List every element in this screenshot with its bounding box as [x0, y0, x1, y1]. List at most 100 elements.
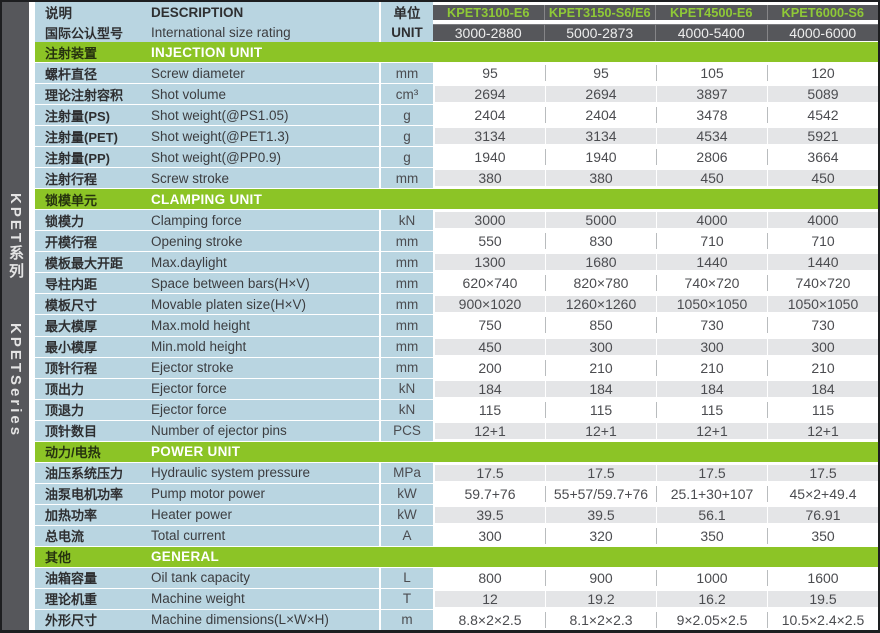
- row-label-en: Total current: [147, 525, 379, 546]
- unit-header-cn: 单位: [379, 2, 433, 23]
- model-name-cell: KPET3100-E6: [433, 4, 544, 20]
- spec-value-cell: 300: [767, 338, 878, 355]
- section-title-en: CLAMPING UNIT: [147, 189, 379, 210]
- size-rating-row: 国际公认型号 International size rating UNIT 30…: [35, 22, 878, 43]
- spec-value-cell: 210: [767, 359, 878, 376]
- row-label-en: Oil tank capacity: [147, 567, 379, 588]
- spec-value-cell: 39.5: [545, 506, 656, 523]
- spec-value-cell: 8.8×2×2.5: [433, 611, 545, 628]
- spec-row: 理论机重 Machine weight T 12 19.2 16.2 19.5: [35, 587, 878, 609]
- spec-row: 油泵电机功率 Pump motor power kW 59.7+76 55+57/59.…: [35, 482, 878, 504]
- spec-row: 油箱容量 Oil tank capacity L 800 900 1000 1600: [35, 566, 878, 588]
- row-values: 900×1020 1260×1260 1050×1050 1050×1050: [433, 294, 878, 314]
- spec-row: 顶针行程 Ejector stroke mm 200 210 210 210: [35, 356, 878, 378]
- row-values: 17.5 17.5 17.5 17.5: [433, 463, 878, 483]
- spec-row: 顶出力 Ejector force kN 184 184 184 184: [35, 377, 878, 399]
- section-header-row: 锁模单元 CLAMPING UNIT: [35, 188, 878, 210]
- spec-value-cell: 115: [433, 401, 545, 418]
- row-label-en: Ejector force: [147, 399, 379, 420]
- section-header-row: 动力/电热 POWER UNIT: [35, 440, 878, 462]
- row-label-en: Shot weight(@PP0.9): [147, 147, 379, 168]
- row-unit: kN: [379, 210, 433, 231]
- spec-row: 油压系统压力 Hydraulic system pressure MPa 17.5 17…: [35, 461, 878, 483]
- spec-value-cell: 2694: [433, 86, 545, 103]
- rating-value-cell: 4000-6000: [766, 23, 878, 41]
- rating-label-en: International size rating: [147, 22, 379, 43]
- spec-value-cell: 1600: [767, 569, 878, 586]
- spec-value-cell: 3134: [433, 128, 545, 145]
- row-label-cn: 油箱容量: [35, 567, 147, 588]
- spec-value-cell: 1050×1050: [656, 296, 767, 313]
- spec-value-cell: 740×720: [656, 275, 767, 292]
- row-label-cn: 理论机重: [35, 588, 147, 609]
- rating-value-cell: 4000-5400: [655, 23, 767, 41]
- spec-value-cell: 95: [545, 65, 656, 82]
- row-unit: T: [379, 588, 433, 609]
- row-unit: mm: [379, 168, 433, 189]
- row-unit: mm: [379, 231, 433, 252]
- section-filler-values: [433, 189, 878, 210]
- row-unit: MPa: [379, 462, 433, 483]
- spec-value-cell: 12+1: [656, 422, 767, 439]
- row-unit: kW: [379, 504, 433, 525]
- series-sidebar: KPET系列 KPETSeries: [2, 2, 29, 630]
- row-label-cn: 模板最大开距: [35, 252, 147, 273]
- spec-value-cell: 740×720: [767, 275, 878, 292]
- spec-value-cell: 350: [656, 527, 767, 544]
- spec-value-cell: 16.2: [656, 590, 767, 607]
- spec-value-cell: 450: [433, 338, 545, 355]
- spec-value-cell: 450: [656, 170, 767, 187]
- row-values: 59.7+76 55+57/59.7+76 25.1+30+107 45×2+49.4: [433, 484, 878, 504]
- section-title-en: INJECTION UNIT: [147, 42, 379, 63]
- row-label-cn: 油泵电机功率: [35, 483, 147, 504]
- row-label-cn: 顶针行程: [35, 357, 147, 378]
- row-values: 550 830 710 710: [433, 231, 878, 251]
- spec-value-cell: 1260×1260: [545, 296, 656, 313]
- model-name-cell: KPET6000-S6: [766, 4, 878, 20]
- spec-value-cell: 2806: [656, 149, 767, 166]
- spec-row: 导柱内距 Space between bars(H×V) mm 620×740 820×…: [35, 272, 878, 294]
- spec-value-cell: 12+1: [433, 422, 545, 439]
- spec-value-cell: 184: [767, 380, 878, 397]
- model-header-cells: KPET3100-E6 KPET3150-S6/E6 KPET4500-E6 KPET…: [433, 2, 878, 22]
- section-filler-unit: [379, 441, 433, 462]
- spec-value-cell: 300: [433, 527, 545, 544]
- row-unit: mm: [379, 63, 433, 84]
- row-unit: mm: [379, 315, 433, 336]
- spec-row: 最大模厚 Max.mold height mm 750 850 730 730: [35, 314, 878, 336]
- spec-value-cell: 1940: [545, 149, 656, 166]
- spec-value-cell: 8.1×2×2.3: [545, 611, 656, 628]
- rating-value-cell: 5000-2873: [543, 23, 655, 41]
- row-label-cn: 注射行程: [35, 168, 147, 189]
- spec-row: 外形尺寸 Machine dimensions(L×W×H) m 8.8×2×2.5 8…: [35, 608, 878, 630]
- rating-label-cn: 国际公认型号: [35, 22, 147, 43]
- row-unit: mm: [379, 252, 433, 273]
- spec-value-cell: 730: [656, 317, 767, 334]
- spec-row: 开模行程 Opening stroke mm 550 830 710 710: [35, 230, 878, 252]
- spec-value-cell: 380: [545, 170, 656, 187]
- spec-value-cell: 4534: [656, 128, 767, 145]
- spec-value-cell: 45×2+49.4: [767, 485, 878, 502]
- spec-value-cell: 115: [545, 401, 656, 418]
- spec-value-cell: 10.5×2.4×2.5: [767, 611, 878, 628]
- section-filler-unit: [379, 189, 433, 210]
- row-label-en: Movable platen size(H×V): [147, 294, 379, 315]
- row-values: 2694 2694 3897 5089: [433, 84, 878, 104]
- row-values: 115 115 115 115: [433, 400, 878, 420]
- spec-value-cell: 25.1+30+107: [656, 485, 767, 502]
- spec-value-cell: 1050×1050: [767, 296, 878, 313]
- row-label-cn: 最大模厚: [35, 315, 147, 336]
- series-name-cn: KPET系列: [7, 193, 24, 282]
- spec-value-cell: 620×740: [433, 275, 545, 292]
- row-label-en: Shot weight(@PET1.3): [147, 126, 379, 147]
- spec-value-cell: 2694: [545, 86, 656, 103]
- row-label-cn: 注射量(PS): [35, 105, 147, 126]
- row-label-en: Min.mold height: [147, 336, 379, 357]
- row-label-en: Max.mold height: [147, 315, 379, 336]
- row-values: 184 184 184 184: [433, 379, 878, 399]
- row-unit: g: [379, 105, 433, 126]
- row-label-cn: 导柱内距: [35, 273, 147, 294]
- row-values: 39.5 39.5 56.1 76.91: [433, 505, 878, 525]
- spec-value-cell: 184: [545, 380, 656, 397]
- spec-row: 锁模力 Clamping force kN 3000 5000 4000 4000: [35, 209, 878, 231]
